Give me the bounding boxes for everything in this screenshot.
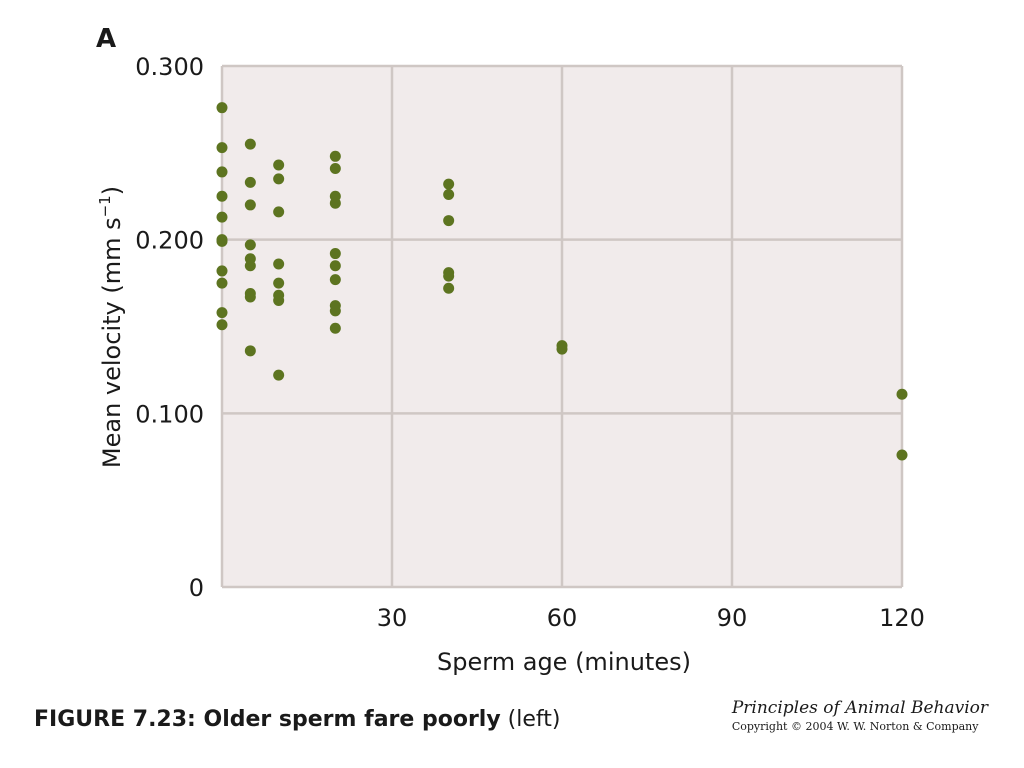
data-point-9 — [216, 307, 228, 319]
data-point-45 — [556, 343, 568, 355]
tick-labels: 30 60 90 120 0 0.100 0.200 0.300 — [135, 53, 925, 632]
data-point-0 — [216, 102, 228, 114]
data-point-2 — [216, 166, 228, 178]
caption-rest: (left) — [500, 707, 561, 732]
figure-caption: FIGURE 7.23: Older sperm fare poorly (le… — [34, 707, 560, 732]
data-point-36 — [329, 305, 341, 317]
y-axis-label-close: ) — [98, 186, 126, 195]
y-tick-label-1: 0.100 — [135, 400, 204, 428]
data-point-38 — [443, 178, 455, 190]
x-tick-label-2: 90 — [717, 604, 748, 632]
data-point-21 — [273, 173, 285, 185]
data-point-47 — [896, 449, 908, 461]
data-point-37 — [329, 322, 341, 334]
y-tick-label-2: 0.200 — [135, 227, 204, 255]
data-point-43 — [443, 282, 455, 294]
data-point-16 — [244, 260, 256, 272]
y-axis-label: Mean velocity (mm s−1) — [96, 186, 126, 468]
data-point-19 — [244, 345, 256, 357]
data-point-32 — [329, 248, 341, 260]
data-point-20 — [273, 159, 285, 171]
data-point-6 — [216, 235, 228, 247]
data-point-46 — [896, 388, 908, 400]
data-point-39 — [443, 189, 455, 201]
data-point-22 — [273, 206, 285, 218]
data-point-23 — [273, 258, 285, 270]
y-tick-label-3: 0.300 — [135, 53, 204, 81]
data-point-1 — [216, 142, 228, 154]
copyright-notice: Copyright © 2004 W. W. Norton & Company — [731, 720, 979, 733]
data-point-18 — [244, 291, 256, 303]
x-axis-label: Sperm age (minutes) — [437, 648, 691, 676]
data-point-10 — [216, 319, 228, 331]
panel-label: A — [96, 24, 116, 54]
book-title: Principles of Animal Behavior — [731, 698, 988, 718]
x-tick-label-0: 30 — [377, 604, 408, 632]
data-point-3 — [216, 190, 228, 202]
data-point-7 — [216, 265, 228, 277]
publisher-credit: Principles of Animal Behavior Copyright … — [732, 698, 988, 733]
data-point-12 — [244, 176, 256, 188]
data-point-13 — [244, 199, 256, 211]
data-point-29 — [329, 162, 341, 174]
data-point-33 — [329, 260, 341, 272]
data-point-27 — [273, 369, 285, 381]
data-point-24 — [273, 277, 285, 289]
y-axis-label-sup: −1 — [96, 195, 114, 217]
data-point-4 — [216, 211, 228, 223]
data-point-28 — [329, 150, 341, 162]
data-point-42 — [443, 270, 455, 282]
data-point-26 — [273, 294, 285, 306]
data-point-31 — [329, 197, 341, 209]
data-point-11 — [244, 138, 256, 150]
data-point-34 — [329, 274, 341, 286]
x-tick-label-3: 120 — [879, 604, 925, 632]
data-point-40 — [443, 215, 455, 227]
grid-lines — [220, 64, 904, 589]
x-tick-label-1: 60 — [547, 604, 578, 632]
caption-bold: FIGURE 7.23: Older sperm fare poorly — [34, 707, 501, 732]
y-axis-label-main: Mean velocity (mm s — [98, 217, 126, 468]
data-point-14 — [244, 239, 256, 251]
data-points — [216, 102, 908, 461]
y-tick-label-0: 0 — [189, 574, 204, 602]
data-point-8 — [216, 277, 228, 289]
